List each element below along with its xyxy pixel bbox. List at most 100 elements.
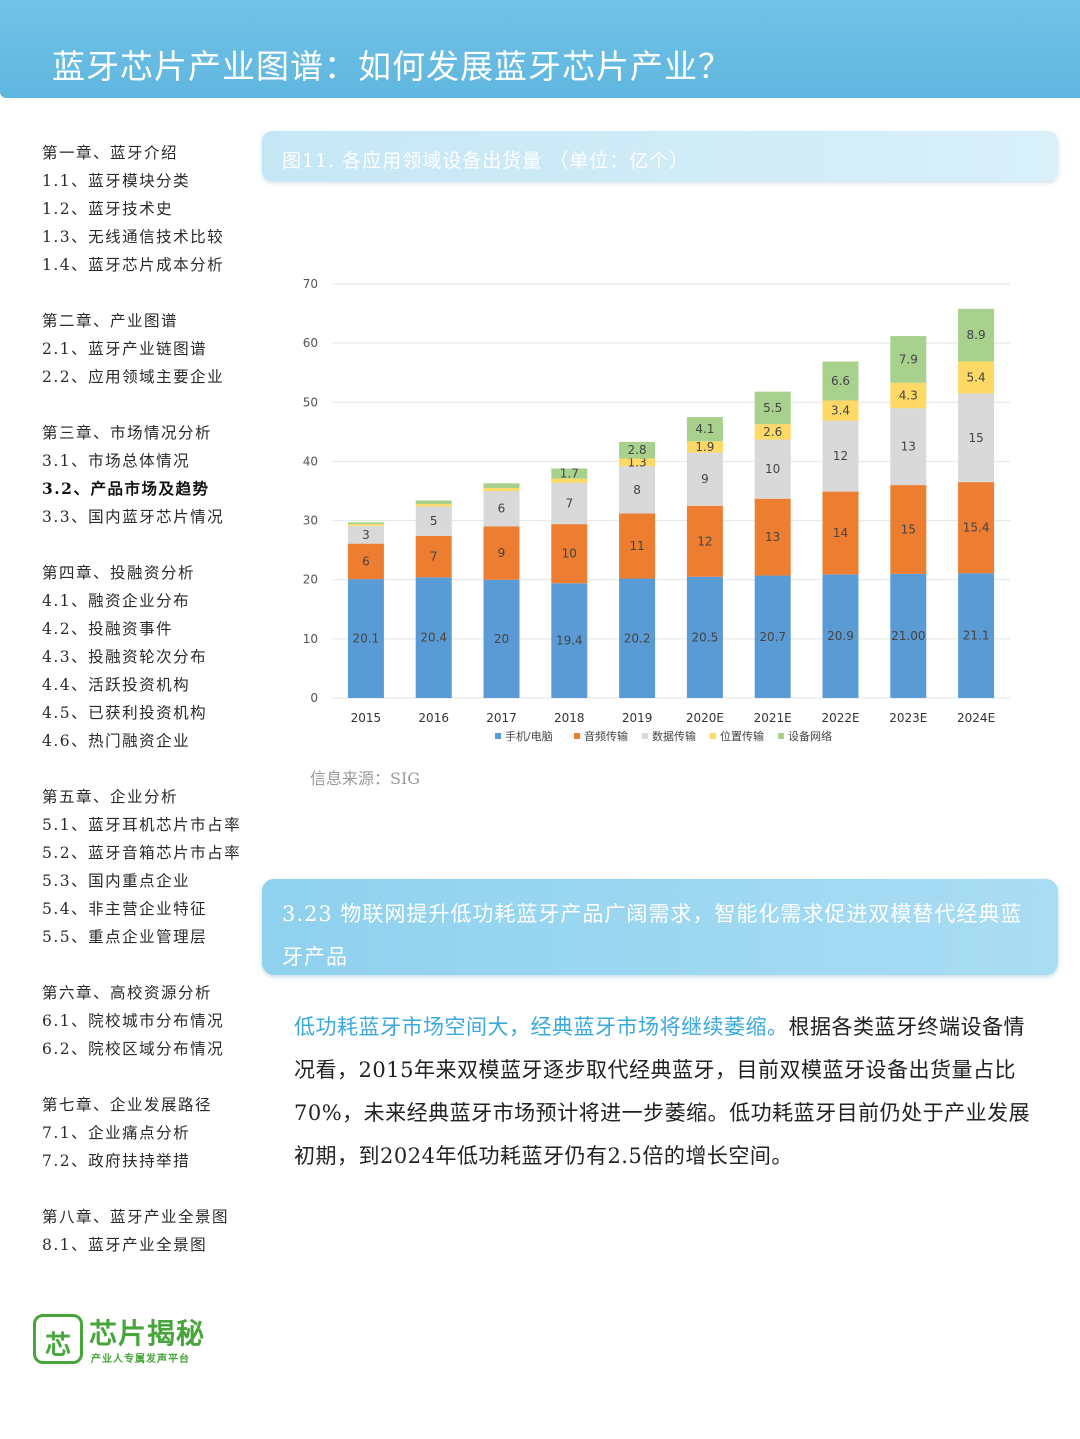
x-tick-label: 2020E [686,711,724,725]
toc-section-item[interactable]: 6.2、院校区域分布情况 [42,1040,225,1058]
bar-segment [822,400,859,421]
toc-section-item[interactable]: 2.2、应用领域主要企业 [42,368,225,386]
bar-segment [415,504,452,507]
toc-chapter-item[interactable]: 第四章、投融资分析 [42,564,196,582]
bar-segment [958,573,995,698]
data-label: 2.6 [763,425,782,439]
bar-segment [619,578,656,698]
header-bar: 蓝牙芯片产业图谱：如何发展蓝牙芯片产业？ [0,0,1080,98]
logo-mark: 芯 [44,1331,71,1361]
toc-chapter-item[interactable]: 第七章、企业发展路径 [42,1096,213,1114]
data-label: 4.3 [899,388,918,402]
data-label: 1.3 [628,455,647,469]
data-label: 4.1 [695,422,714,436]
source-note: 信息来源：SIG [310,769,421,788]
toc-section-item[interactable]: 2.1、蓝牙产业链图谱 [42,340,208,358]
toc-chapter-item[interactable]: 第八章、蓝牙产业全景图 [42,1208,230,1226]
toc-section-item[interactable]: 4.6、热门融资企业 [42,732,191,750]
toc-group: 第七章、企业发展路径 7.1、企业痛点分析 7.2、政府扶持举措 [42,1091,262,1175]
toc-chapter-item[interactable]: 第一章、蓝牙介绍 [42,144,179,162]
bar-segment [551,468,588,479]
data-label: 15 [968,431,983,445]
toc-chapter-item[interactable]: 第二章、产业图谱 [42,312,179,330]
data-label: 20.2 [624,631,651,645]
bar-segment [619,458,656,467]
y-tick-label: 40 [303,454,318,468]
bar-segment [686,441,723,453]
toc-section-item[interactable]: 4.5、已获利投资机构 [42,704,208,722]
logo-tagline: 产业人专属发声平台 [91,1354,190,1365]
bar-segment [551,524,588,584]
legend-label: 设备网络 [788,729,832,743]
figure-title: 图11. 各应用领域设备出货量 （单位：亿个） [282,150,690,172]
bar-segment [686,417,723,442]
toc-section-item[interactable]: 7.2、政府扶持举措 [42,1152,191,1170]
toc-section-item[interactable]: 5.2、蓝牙音箱芯片市占率 [42,844,242,862]
data-label: 21.1 [963,629,990,643]
toc-section-item[interactable]: 3.2、产品市场及趋势 [42,479,210,498]
bar-segment [958,482,995,574]
data-label: 20.5 [692,630,719,644]
bar-segment [822,420,859,492]
bar-segment [958,308,995,362]
toc-section-item[interactable]: 4.1、融资企业分布 [42,592,191,610]
data-label: 20.1 [353,632,380,646]
toc-section-item[interactable]: 4.2、投融资事件 [42,620,174,638]
toc-chapter-item[interactable]: 第五章、企业分析 [42,788,179,806]
toc-chapter-item[interactable]: 第六章、高校资源分析 [42,984,213,1002]
toc-section-item[interactable]: 1.2、蓝牙技术史 [42,200,174,218]
data-label: 14 [833,526,848,540]
bar-segment [347,543,384,580]
toc-section-item[interactable]: 5.4、非主营企业特征 [42,900,208,918]
toc-group: 第三章、市场情况分析 3.1、市场总体情况 3.2、产品市场及趋势 3.3、国内蓝牙芯… [42,419,262,531]
bar-segment [483,488,520,491]
toc-section-item[interactable]: 5.3、国内重点企业 [42,872,191,890]
data-label: 3.4 [831,404,850,418]
bar-segment [347,525,384,544]
y-tick-label: 20 [303,573,318,587]
bar-segment [754,391,791,425]
data-label: 19.4 [556,634,583,648]
data-label: 20.7 [759,630,786,644]
x-tick-label: 2016 [418,711,449,725]
bar-segment [822,491,859,575]
toc-section-item[interactable]: 8.1、蓝牙产业全景图 [42,1236,208,1254]
x-tick-label: 2017 [486,711,517,725]
x-tick-label: 2024E [957,711,995,725]
data-label: 7.9 [899,352,918,366]
data-label: 13 [765,530,780,544]
data-label: 2.8 [628,443,647,457]
toc-section-item[interactable]: 1.1、蓝牙模块分类 [42,172,191,190]
toc-chapter-item[interactable]: 第三章、市场情况分析 [42,424,213,442]
legend-swatch [642,733,648,739]
data-label: 15.4 [963,521,990,535]
legend-label: 位置传输 [720,729,764,743]
bar-segment [958,361,995,394]
toc-section-item[interactable]: 7.1、企业痛点分析 [42,1124,191,1142]
toc-group: 第四章、投融资分析 4.1、融资企业分布 4.2、投融资事件 4.3、投融资轮次分布 4… [42,559,262,755]
logo-name: 芯片揭秘 [89,1317,206,1350]
data-label: 1.7 [560,467,579,481]
toc-section-item[interactable]: 5.5、重点企业管理层 [42,928,208,946]
data-label: 13 [901,440,916,454]
toc-section-item[interactable]: 1.3、无线通信技术比较 [42,228,225,246]
bar-segment [415,577,452,698]
data-label: 20.9 [827,629,854,643]
toc-section-item[interactable]: 3.1、市场总体情况 [42,452,191,470]
bar-segment [890,485,927,574]
data-label: 8 [633,483,641,497]
section-banner: 3.23 物联网提升低功耗蓝牙产品广阔需求，智能化需求促进双模替代经典蓝牙产品 [262,879,1058,975]
toc-section-item[interactable]: 4.4、活跃投资机构 [42,676,191,694]
toc-section-item[interactable]: 5.1、蓝牙耳机芯片市占率 [42,816,242,834]
bar-segment [619,441,656,459]
toc-section-item[interactable]: 6.1、院校城市分布情况 [42,1012,225,1030]
toc-section-item[interactable]: 3.3、国内蓝牙芯片情况 [42,508,225,526]
bar-segment [551,583,588,698]
legend-label: 手机/电脑 [505,729,553,743]
data-label: 11 [629,539,644,553]
bar-segment [754,424,791,440]
data-label: 5.5 [763,401,782,415]
toc-section-item[interactable]: 4.3、投融资轮次分布 [42,648,208,666]
y-tick-label: 0 [310,691,318,705]
toc-section-item[interactable]: 1.4、蓝牙芯片成本分析 [42,256,225,274]
